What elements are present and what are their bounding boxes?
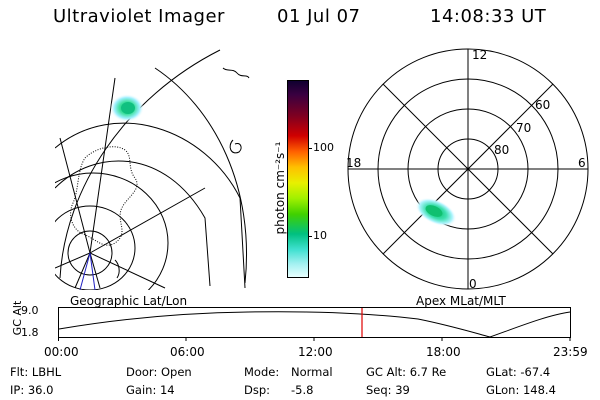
map-limb-arc	[154, 67, 248, 284]
polar-panel-label: Apex MLat/MLT	[416, 294, 506, 308]
lat-label-70: 70	[516, 121, 531, 135]
aurora-emission-core	[121, 102, 135, 114]
dsp-label: Dsp:	[244, 383, 271, 397]
colorbar	[287, 80, 309, 278]
aurora-emission-core	[425, 205, 443, 217]
meridian-line	[74, 252, 91, 289]
colorbar-unit-label: photon cm⁻²s⁻¹	[273, 141, 287, 235]
latitude-circle	[55, 122, 246, 289]
x-tick-label: 18:00	[426, 345, 461, 359]
door-readout: Door: Open	[126, 365, 192, 379]
mode-value: Normal	[291, 365, 333, 379]
colorbar-tick	[308, 148, 312, 149]
ip-readout: IP: 36.0	[10, 383, 54, 397]
latitude-circle	[55, 160, 211, 287]
map-limb-arc	[59, 49, 221, 279]
x-tick-label: 12:00	[298, 345, 333, 359]
latitude-circle	[55, 205, 136, 290]
meridian-line	[59, 137, 91, 254]
colorbar-tick-label: 100	[313, 141, 334, 154]
ground-track	[79, 252, 96, 290]
altitude-curve	[58, 311, 571, 338]
mlt-label-18: 18	[346, 156, 361, 170]
glat-readout: GLat: -67.4	[486, 365, 551, 379]
x-tick-label: 00:00	[44, 345, 79, 359]
mlt-label-6: 6	[578, 156, 586, 170]
colorbar-tick	[308, 236, 312, 237]
colorbar-tick-label: 10	[313, 229, 327, 242]
gain-readout: Gain: 14	[126, 383, 175, 397]
app-title: Ultraviolet Imager	[53, 6, 225, 27]
coastline	[70, 146, 138, 246]
altitude-plot	[58, 307, 571, 341]
meridian-line	[55, 252, 91, 269]
coastline	[114, 259, 120, 279]
mlt-label-12: 12	[472, 48, 487, 62]
x-tick-label: 23:59	[553, 345, 588, 359]
meridian-line	[89, 187, 206, 254]
meridian-line	[89, 252, 101, 289]
polar-mlt-plot: 12 18 6 0 60 70 80	[346, 48, 589, 291]
altitude-tick-min: 1.8	[21, 326, 39, 339]
mode-label: Mode:	[244, 365, 280, 379]
time-readout: 14:08:33 UT	[430, 6, 547, 27]
lat-label-60: 60	[535, 98, 550, 112]
latitude-circle	[55, 172, 169, 290]
lat-label-80: 80	[494, 143, 509, 157]
seq-readout: Seq: 39	[366, 383, 410, 397]
geographic-map-panel	[55, 49, 250, 290]
filter-readout: Flt: LBHL	[10, 365, 62, 379]
dsp-value: -5.8	[291, 383, 314, 397]
x-tick-label: 06:00	[170, 345, 205, 359]
date-readout: 01 Jul 07	[277, 6, 361, 27]
meridian-line	[89, 252, 166, 289]
coastline	[229, 139, 242, 154]
coastline	[222, 67, 250, 79]
latitude-circle	[67, 230, 113, 276]
mlt-diagonal	[382, 83, 554, 255]
gc-alt-readout: GC Alt: 6.7 Re	[366, 365, 447, 379]
altitude-tick-max: 9.0	[21, 304, 39, 317]
geo-panel-label: Geographic Lat/Lon	[70, 294, 188, 308]
mlt-label-0: 0	[469, 277, 477, 291]
glon-readout: GLon: 148.4	[486, 383, 556, 397]
